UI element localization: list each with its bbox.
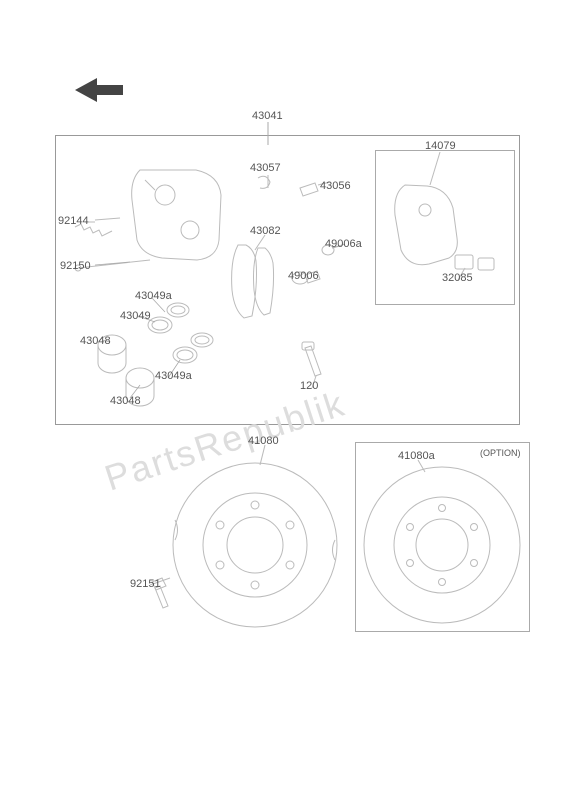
label-41080: 41080 bbox=[248, 435, 279, 447]
label-43049: 43049 bbox=[120, 310, 151, 322]
label-43048-1: 43048 bbox=[80, 335, 111, 347]
label-43048-2: 43048 bbox=[110, 395, 141, 407]
label-14079: 14079 bbox=[425, 140, 456, 152]
label-43049a-2: 43049a bbox=[155, 370, 192, 382]
label-92151: 92151 bbox=[130, 578, 161, 590]
label-120: 120 bbox=[300, 380, 318, 392]
label-92144: 92144 bbox=[58, 215, 89, 227]
label-43056: 43056 bbox=[320, 180, 351, 192]
label-43049a-1: 43049a bbox=[135, 290, 172, 302]
label-49006a: 49006a bbox=[325, 238, 362, 250]
label-43082: 43082 bbox=[250, 225, 281, 237]
label-92150: 92150 bbox=[60, 260, 91, 272]
label-49006: 49006 bbox=[288, 270, 319, 282]
label-32085: 32085 bbox=[442, 272, 473, 284]
label-43057: 43057 bbox=[250, 162, 281, 174]
label-43041: 43041 bbox=[252, 110, 283, 122]
label-41080a: 41080a bbox=[398, 450, 435, 462]
